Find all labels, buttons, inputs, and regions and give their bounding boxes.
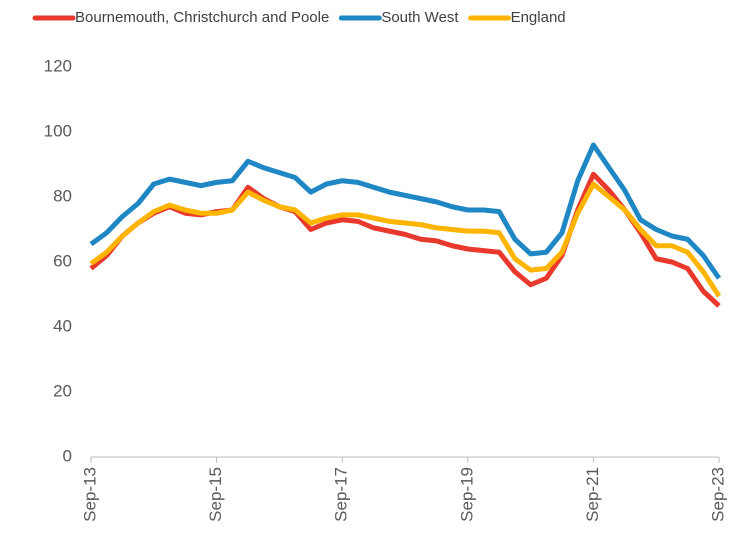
legend-label: Bournemouth, Christchurch and Poole (75, 9, 329, 26)
y-tick-label: 120 (44, 56, 72, 75)
x-tick-label: Sep-17 (332, 467, 351, 522)
y-tick-label: 100 (44, 121, 72, 140)
x-tick-label: Sep-21 (583, 467, 602, 522)
legend-label: South West (381, 9, 459, 26)
y-tick-label: 80 (53, 186, 72, 205)
x-tick-label: Sep-13 (80, 467, 99, 522)
legend-label: England (511, 9, 566, 26)
line-series (89, 142, 722, 280)
line-series (89, 181, 722, 298)
x-tick-label: Sep-15 (206, 467, 225, 522)
x-tick-label: Sep-23 (708, 467, 727, 522)
x-tick-label: Sep-19 (457, 467, 476, 522)
y-tick-label: 20 (53, 381, 72, 400)
y-tick-label: 0 (63, 446, 72, 465)
y-tick-label: 40 (53, 316, 72, 335)
y-tick-label: 60 (53, 251, 72, 270)
